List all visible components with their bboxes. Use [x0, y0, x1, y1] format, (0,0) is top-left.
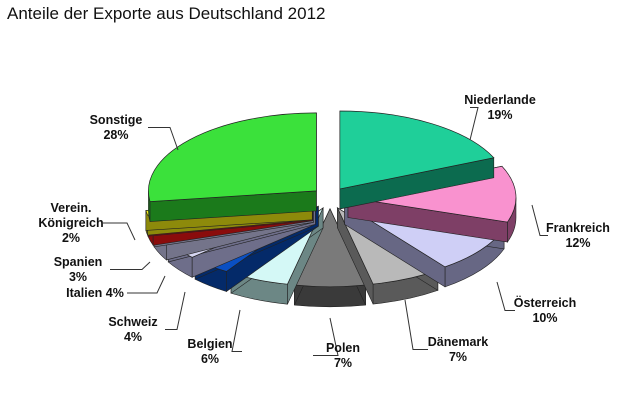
leader-line-d-nemark [404, 299, 428, 350]
leader-lines [103, 107, 548, 356]
leader-line-frankreich [531, 204, 548, 236]
slice-label-d-nemark: Dänemark 7% [428, 335, 488, 364]
slice-top [339, 110, 495, 190]
slice-top [148, 112, 317, 202]
leader-line-verein-k-nigreich [103, 222, 136, 241]
slice-label-italien: Italien 4% [66, 286, 124, 300]
slice-label-belgien: Belgien 6% [187, 337, 232, 366]
slice-label-niederlande: Niederlande 19% [464, 93, 536, 122]
slice-polen [293, 207, 367, 308]
slice-sonstige [148, 112, 317, 222]
leader-line-schweiz [165, 291, 186, 330]
slice-label-sterreich: Österreich 10% [514, 295, 577, 325]
slice-label-schweiz: Schweiz 4% [108, 315, 157, 344]
chart-title: Anteile der Exporte aus Deutschland 2012 [7, 4, 325, 23]
leader-line-polen [313, 317, 339, 356]
slice-wall [294, 284, 366, 308]
slice-label-verein-k-nigreich: Verein. Königreich 2% [38, 201, 103, 245]
slice-label-frankreich: Frankreich 12% [546, 221, 610, 250]
leader-line-italien [127, 275, 166, 294]
leader-line-spanien [110, 261, 151, 270]
leader-line-sterreich [496, 281, 515, 311]
leader-line-sonstige [148, 127, 179, 151]
slice-label-polen: Polen 7% [326, 341, 360, 370]
slice-niederlande [339, 110, 495, 210]
leader-line-niederlande [469, 107, 479, 141]
slice-labels: Niederlande 19% Frankreich 12% Österreich 10%… [38, 93, 610, 370]
slice-label-spanien: Spanien 3% [54, 255, 103, 284]
pie-slices [145, 110, 517, 308]
slice-label-sonstige: Sonstige 28% [90, 113, 143, 142]
leader-line-belgien [231, 309, 242, 352]
